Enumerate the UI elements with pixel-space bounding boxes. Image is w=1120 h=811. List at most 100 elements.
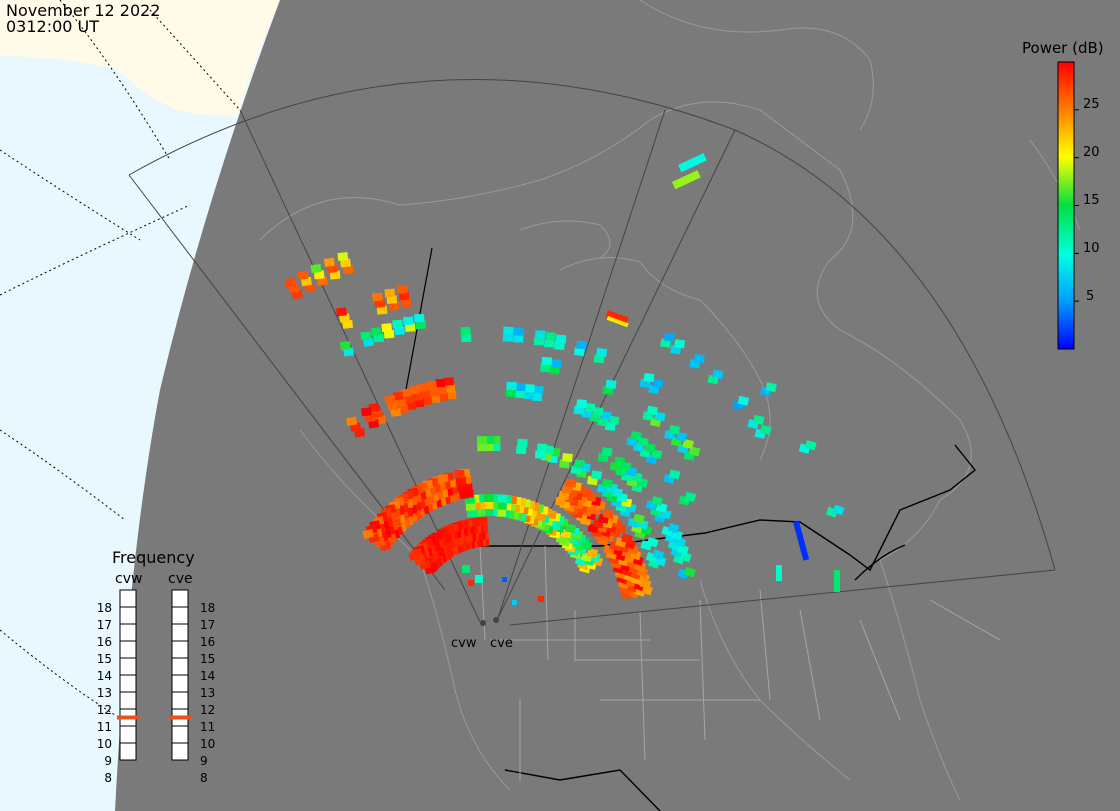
- echo-cell: [373, 333, 385, 343]
- freq-scale-left: 17: [97, 618, 112, 632]
- freq-scale-left: 11: [97, 720, 112, 734]
- echo-cell: [400, 298, 412, 308]
- echo-cell: [646, 536, 659, 548]
- echo-cell: [457, 483, 468, 493]
- echo-cell: [565, 478, 577, 488]
- freq-scale-right: 10: [200, 737, 215, 751]
- echo-cell: [502, 333, 514, 342]
- echo-cell: [415, 320, 427, 330]
- graticule: [0, 0, 241, 716]
- echo-cell: [342, 319, 354, 329]
- echo-cell: [601, 447, 613, 457]
- echo-cell: [408, 550, 421, 561]
- echo-cell: [654, 411, 666, 422]
- echo-cell: [621, 533, 633, 544]
- echo-cell: [512, 600, 517, 605]
- echo-cell: [535, 330, 546, 339]
- echo-cell: [326, 264, 338, 274]
- echo-cell: [601, 478, 613, 489]
- echo-cell: [397, 404, 409, 414]
- frequency-panel-title: Frequency: [112, 548, 195, 567]
- echo-cell: [414, 313, 425, 323]
- site-label-cvw: cvw: [451, 636, 477, 651]
- echo-cell: [468, 580, 474, 586]
- freq-scale-right: 17: [200, 618, 215, 632]
- echo-cell: [633, 513, 645, 524]
- echo-cell: [586, 547, 599, 559]
- echo-cell: [576, 340, 587, 350]
- echo-cell: [368, 402, 380, 413]
- echo-cell: [370, 327, 382, 337]
- freq-scale-left: 8: [104, 771, 112, 785]
- echo-cell: [466, 509, 478, 518]
- echo-cell: [671, 529, 683, 541]
- echo-cell: [517, 438, 528, 448]
- echo-cell: [765, 382, 777, 393]
- power-tick-label: 5: [1086, 289, 1094, 304]
- power-colorbar-gradient: [1057, 61, 1075, 350]
- echo-cell: [683, 566, 697, 578]
- echo-cell: [394, 326, 405, 336]
- echo-cell: [515, 382, 526, 392]
- echo-cell: [688, 446, 701, 457]
- echo-cell: [455, 476, 467, 486]
- echo-cell: [360, 331, 372, 341]
- echo-cell: [400, 388, 412, 398]
- echo-cell: [540, 363, 551, 373]
- sunlit-land: [0, 0, 280, 116]
- echo-cell: [678, 153, 707, 173]
- echo-cell: [679, 551, 692, 563]
- power-tick-marks: [1074, 109, 1079, 302]
- echo-cell: [602, 509, 615, 520]
- echo-cell: [483, 493, 494, 503]
- freq-scale-right: 15: [200, 652, 215, 666]
- echo-cell: [381, 323, 393, 333]
- echo-cell: [446, 391, 457, 400]
- echo-cell: [398, 291, 410, 301]
- echo-cell: [374, 299, 386, 308]
- echo-cell: [376, 305, 388, 315]
- date-label: November 12 2022: [6, 1, 161, 20]
- frequency-panel: cvw cve 18 17 16 15 14 13 12 11 10 9 8 1…: [97, 571, 216, 785]
- echo-cell: [667, 522, 680, 534]
- echo-cell: [476, 436, 488, 445]
- freq-scale-left: 14: [97, 669, 112, 683]
- echo-cell: [608, 415, 620, 425]
- echo-cell: [503, 326, 514, 335]
- echo-cell: [533, 385, 544, 395]
- echo-cell: [516, 445, 527, 455]
- echo-cell: [444, 384, 456, 393]
- power-tick-label: 10: [1083, 241, 1100, 256]
- echo-cell: [346, 416, 358, 427]
- echo-cell: [562, 453, 573, 463]
- echo-cell: [384, 395, 396, 405]
- power-tick-label: 15: [1083, 193, 1100, 208]
- echo-cell: [505, 388, 517, 398]
- radar-site-cvw[interactable]: [480, 620, 486, 626]
- echo-cell: [592, 406, 604, 416]
- echo-cell: [523, 391, 534, 400]
- echo-cell: [753, 414, 765, 425]
- echo-cell: [411, 392, 423, 402]
- echo-cell: [677, 544, 689, 555]
- echo-cell: [434, 378, 446, 388]
- echo-cell: [541, 356, 552, 366]
- radar-echoes: [284, 153, 845, 605]
- echo-cell: [339, 313, 350, 323]
- echo-cell: [668, 424, 681, 435]
- echo-cell: [651, 496, 664, 507]
- echo-cell: [403, 316, 414, 326]
- freq-marker-cvw: [117, 715, 139, 720]
- echo-cell: [574, 347, 585, 356]
- echo-cell: [386, 295, 398, 304]
- echo-cell: [630, 431, 642, 441]
- echo-cell: [405, 401, 417, 411]
- freq-col-label-cve: cve: [168, 571, 193, 587]
- echo-cell: [342, 265, 354, 274]
- echo-cell: [426, 380, 437, 390]
- echo-cell: [663, 332, 675, 342]
- echo-cell: [646, 405, 658, 416]
- radar-site-cve[interactable]: [493, 617, 499, 623]
- echo-cell: [614, 456, 626, 467]
- echo-cell: [834, 570, 840, 592]
